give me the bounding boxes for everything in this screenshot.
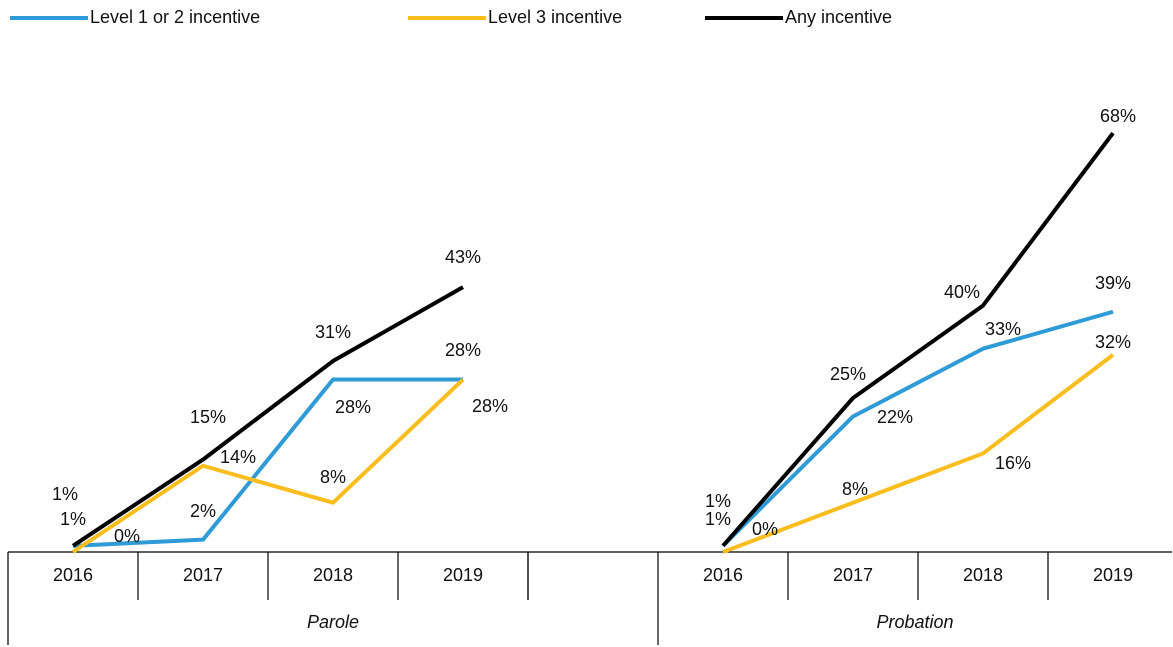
data-label: 1%: [60, 509, 86, 529]
data-label: 16%: [995, 453, 1031, 473]
data-label: 0%: [114, 526, 140, 546]
data-label: 25%: [830, 364, 866, 384]
data-label: 32%: [1095, 332, 1131, 352]
data-label: 28%: [472, 396, 508, 416]
data-label: 22%: [877, 407, 913, 427]
group-label: Probation: [876, 612, 953, 632]
legend-label: Any incentive: [785, 7, 892, 27]
data-label: 31%: [315, 322, 351, 342]
series-line: [721, 131, 1115, 548]
series-line: [722, 353, 1115, 554]
data-label: 40%: [944, 282, 980, 302]
series-line: [71, 285, 464, 548]
x-tick-label: 2019: [443, 565, 483, 585]
data-label: 1%: [705, 509, 731, 529]
series-line: [72, 377, 463, 548]
series-line: [721, 309, 1114, 548]
data-label: 14%: [220, 447, 256, 467]
data-label: 43%: [445, 247, 481, 267]
legend-label: Level 1 or 2 incentive: [90, 7, 260, 27]
legend-label: Level 3 incentive: [488, 7, 622, 27]
data-label: 1%: [705, 491, 731, 511]
group-label: Parole: [307, 612, 359, 632]
x-tick-label: 2018: [963, 565, 1003, 585]
x-tick-label: 2019: [1093, 565, 1133, 585]
data-label: 39%: [1095, 273, 1131, 293]
data-label: 1%: [52, 484, 78, 504]
data-label: 0%: [752, 519, 778, 539]
data-label: 15%: [190, 407, 226, 427]
data-label: 33%: [985, 319, 1021, 339]
x-tick-label: 2018: [313, 565, 353, 585]
x-tick-label: 2017: [183, 565, 223, 585]
data-label: 68%: [1100, 106, 1136, 126]
data-label: 28%: [335, 397, 371, 417]
x-tick-label: 2016: [703, 565, 743, 585]
x-tick-label: 2017: [833, 565, 873, 585]
x-tick-label: 2016: [53, 565, 93, 585]
series-line: [71, 378, 465, 554]
data-label: 8%: [320, 467, 346, 487]
data-label: 8%: [842, 479, 868, 499]
data-label: 28%: [445, 340, 481, 360]
data-label: 2%: [190, 501, 216, 521]
